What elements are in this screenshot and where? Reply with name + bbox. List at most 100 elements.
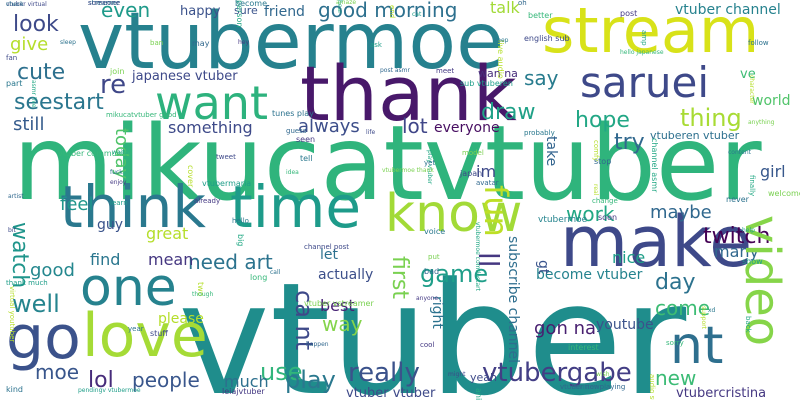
word-good-morning: good morning [318,0,458,22]
small-word: sleep [60,39,76,46]
small-word: live audio [496,40,505,79]
small-word: never [726,195,749,204]
small-word: thank much [6,279,48,287]
small-word: leiajvtuber [222,387,265,396]
word-watch: watch [7,222,32,289]
word-go: go [6,303,81,373]
small-word: hear [336,0,343,14]
small-word: hello [232,217,249,225]
small-word: yet [424,159,436,167]
small-word: vtuber vstreamer [304,299,374,308]
small-word: post [620,9,638,18]
small-word: change [592,197,618,205]
small-word: soon [598,213,618,222]
small-word: back [744,316,752,333]
small-word: audio subscribe [648,374,656,400]
word-girl: girl [760,162,786,181]
small-word: character [748,75,755,104]
small-word: join [110,67,125,76]
small-word: japan [460,169,483,178]
word-way: way [322,312,363,336]
word-world: world [752,93,791,109]
word-hope: hope [575,108,630,133]
small-word: put [428,253,440,261]
small-word: long [250,273,268,282]
small-word: year [128,325,144,333]
word-become-vtuber: become vtuber [536,267,643,283]
word-first: first [387,256,412,299]
small-word: interest [568,343,599,352]
small-word: seen [296,135,316,144]
word-even: even [101,0,151,22]
small-word: follow [748,39,769,47]
small-word: channel asmr [650,138,659,193]
small-word: fan [6,54,18,62]
small-word: life [366,129,376,136]
word-nt: nt [670,316,724,376]
small-word: voice [424,227,446,236]
small-word: bit [8,227,16,234]
small-word: anime [474,388,483,400]
small-word: enjoy [110,179,127,186]
word-something: something [168,118,253,137]
small-word: amp [640,30,648,46]
word-happy: happy [180,4,221,19]
small-word: amaze [336,0,357,6]
small-word: play vtuber [426,150,433,185]
word-gon-na: gon na [534,318,597,339]
word-everyone: everyone [434,120,500,136]
small-word: ban [150,39,164,47]
word-vtubercristina: vtubercristina [676,386,767,400]
word-lot: lot [402,114,428,138]
word-wan-na: wan na [478,67,518,80]
word-stream: stream [542,0,760,67]
small-word: stop [594,157,612,166]
small-word: big [236,234,245,247]
word-friend: friend [264,4,305,20]
word-come: come [655,296,711,320]
word-know: know [385,184,523,244]
small-word: happen [306,341,329,348]
small-word: part [6,79,23,88]
small-word: learn [110,199,128,207]
word-need-art: need art [188,250,273,274]
small-word: welcome [768,189,800,198]
small-word: pendingv vtubermoe [78,387,141,394]
small-word: become [235,0,268,8]
word-find: find [90,250,121,269]
word-game: game [420,260,489,288]
small-word: check [6,1,24,8]
word-give: give [10,34,49,55]
small-word: tell [300,154,313,163]
word-try: try [614,130,645,155]
small-word: tweet [216,153,236,161]
word-take: take [543,136,559,167]
word-mean: mean [148,250,194,269]
word-vtuber-vtuber: vtuber vtuber [346,386,436,400]
word-feel: feel [60,194,94,215]
word-use: use [260,358,303,386]
small-word: vtuber virtual [6,1,47,8]
word-im: im [476,162,497,181]
word-want: want [155,76,269,130]
small-word: vtubermaria [202,179,252,188]
word-new: new [655,366,697,390]
small-word: help [742,227,755,234]
word-sure: sure [234,4,258,17]
word-japanese-vtuber: japanese vtuber [132,69,238,84]
word-make: make [560,201,753,283]
small-word: sub vtuberen [460,79,513,88]
word-still: still [13,114,45,135]
small-word: call [270,269,281,276]
small-word: anything [748,119,775,126]
small-word: oh [518,0,527,7]
word-much: much [224,372,269,391]
small-word: twitter [574,383,598,391]
word-thing: thing [680,104,742,132]
word-really: really [348,358,420,388]
small-word: model [462,149,484,157]
small-word: virtual youtuber [8,286,16,343]
small-word: someone [88,0,121,7]
small-word: ask [370,41,382,49]
